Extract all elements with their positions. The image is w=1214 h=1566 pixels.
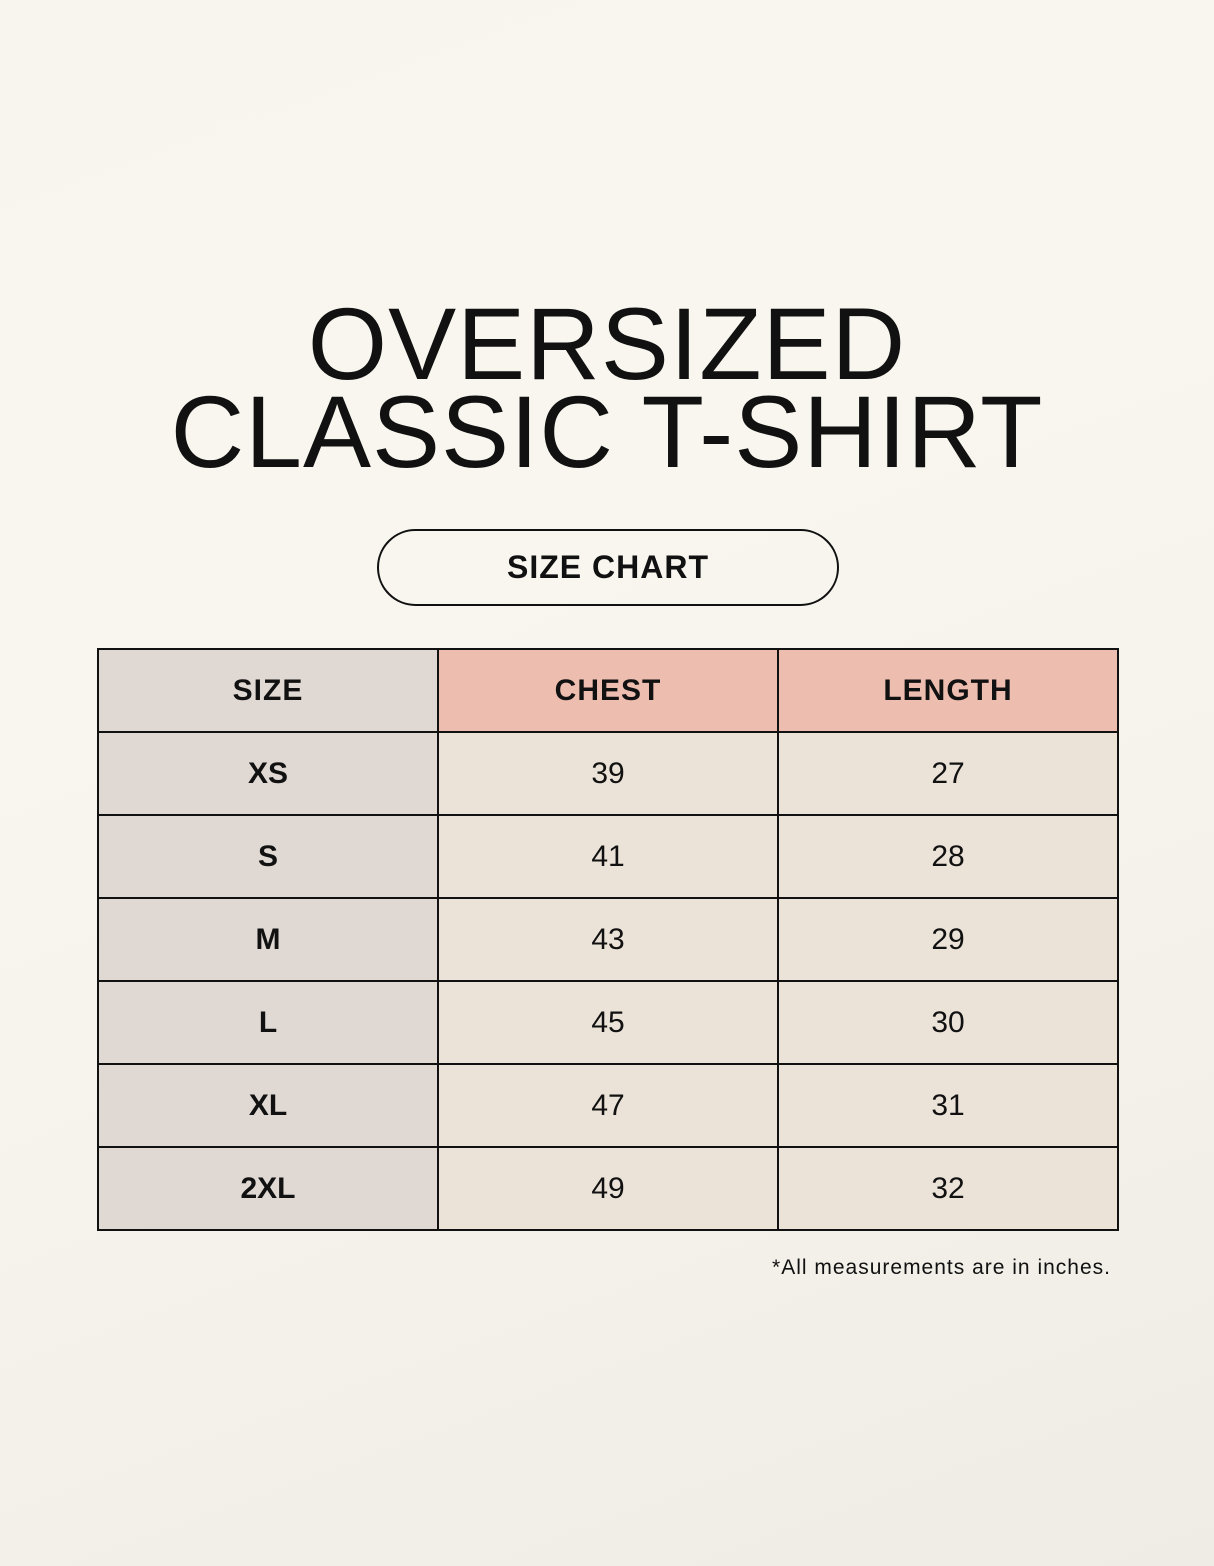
cell-chest: 43 [437, 897, 779, 982]
cell-size: S [97, 814, 439, 899]
cell-length: 28 [777, 814, 1119, 899]
header-chest: CHEST [437, 648, 779, 733]
cell-chest: 45 [437, 980, 779, 1065]
cell-chest: 39 [437, 731, 779, 816]
table-row: L 45 30 [97, 980, 1119, 1065]
size-chart-badge: SIZE CHART [377, 529, 839, 606]
header-size: SIZE [97, 648, 439, 733]
title-line-1: OVERSIZED [307, 287, 907, 401]
cell-chest: 47 [437, 1063, 779, 1148]
cell-chest: 41 [437, 814, 779, 899]
cell-length: 29 [777, 897, 1119, 982]
cell-size: XL [97, 1063, 439, 1148]
table-row: XS 39 27 [97, 731, 1119, 816]
cell-chest: 49 [437, 1146, 779, 1231]
table-header-row: SIZE CHEST LENGTH [97, 648, 1119, 733]
table-row: XL 47 31 [97, 1063, 1119, 1148]
cell-size: XS [97, 731, 439, 816]
cell-size: M [97, 897, 439, 982]
cell-length: 31 [777, 1063, 1119, 1148]
cell-size: 2XL [97, 1146, 439, 1231]
header-length: LENGTH [777, 648, 1119, 733]
measurement-note: *All measurements are in inches. [772, 1256, 1111, 1279]
table-row: 2XL 49 32 [97, 1146, 1119, 1231]
cell-length: 32 [777, 1146, 1119, 1231]
size-table: SIZE CHEST LENGTH XS 39 27 S 41 28 M 43 29 L 45 30 X… [97, 648, 1119, 1231]
page-title: OVERSIZED CLASSIC T-SHIRT [0, 287, 1214, 489]
title-line-2: CLASSIC T-SHIRT [170, 375, 1044, 489]
cell-size: L [97, 980, 439, 1065]
table-row: M 43 29 [97, 897, 1119, 982]
table-row: S 41 28 [97, 814, 1119, 899]
cell-length: 27 [777, 731, 1119, 816]
cell-length: 30 [777, 980, 1119, 1065]
